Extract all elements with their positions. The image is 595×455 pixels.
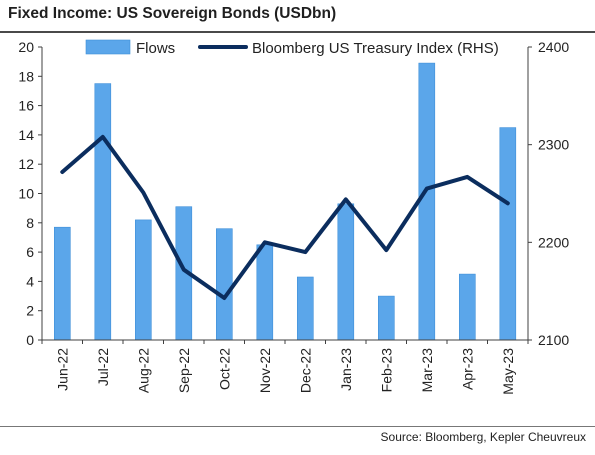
flow-bar: [135, 219, 152, 341]
chart-svg: 0 2 4 6 8 10 12 14 16 18 20 2100 2200 2300 2400 Jun-22 J…: [18, 39, 569, 395]
index-point: [344, 197, 348, 201]
index-point: [60, 170, 64, 174]
left-tick-label: 2: [26, 303, 34, 319]
x-tick-label: Jan-23: [338, 348, 354, 391]
x-tick-label: Mar-23: [419, 348, 435, 393]
source-line: Source: Bloomberg, Kepler Cheuvreux: [380, 430, 586, 444]
x-tick-label: Oct-22: [216, 348, 232, 390]
x-tick-label: Jun-22: [54, 348, 70, 391]
index-point: [506, 201, 510, 205]
right-tick-label: 2300: [538, 137, 569, 153]
index-point: [222, 296, 226, 300]
legend: Flows Bloomberg US Treasury Index (RHS): [85, 39, 499, 57]
left-tick-label: 4: [26, 273, 34, 289]
index-line: [60, 134, 510, 300]
index-point: [182, 268, 186, 272]
left-tick-label: 6: [26, 244, 34, 260]
x-tick-label: Apr-23: [459, 348, 475, 390]
index-point: [384, 248, 388, 252]
flow-bar: [94, 83, 112, 341]
x-tick-label: May-23: [500, 348, 516, 395]
index-point: [101, 135, 105, 139]
right-tick-label: 2100: [538, 332, 569, 348]
x-tick-label: Sep-22: [176, 348, 192, 393]
left-tick-label: 10: [18, 186, 34, 202]
flow-bar: [418, 62, 436, 341]
bottom-rule: [0, 426, 595, 427]
legend-flows-label: Flows: [136, 40, 175, 57]
x-tick-label: Jul-22: [95, 348, 111, 386]
index-point: [303, 250, 307, 254]
flow-bar: [499, 127, 517, 341]
legend-flows-swatch: [85, 39, 131, 55]
left-tick-label: 18: [18, 68, 34, 84]
chart-title: Fixed Income: US Sovereign Bonds (USDbn): [8, 5, 337, 22]
right-tick-label: 2200: [538, 234, 569, 250]
x-tick-label: Nov-22: [257, 348, 273, 393]
right-tick-label: 2400: [538, 39, 569, 55]
x-tick-label: Aug-22: [135, 348, 151, 393]
flow-bar: [377, 295, 395, 341]
left-tick-label: 16: [18, 98, 34, 114]
flow-bar: [337, 203, 355, 341]
flow-bar: [256, 244, 274, 341]
left-tick-label: 20: [18, 39, 34, 55]
axes-layer: 0 2 4 6 8 10 12 14 16 18 20 2100 2200 2300 2400 Jun-22 J…: [18, 39, 569, 395]
left-tick-label: 12: [18, 156, 34, 172]
index-point: [425, 187, 429, 191]
line-layer: [60, 134, 510, 300]
index-point: [465, 175, 469, 179]
flow-bar: [296, 276, 314, 341]
flow-bar: [216, 228, 233, 341]
flow-bar: [53, 226, 71, 341]
index-point: [263, 240, 267, 244]
left-tick-label: 14: [18, 127, 34, 143]
flow-bar: [458, 273, 476, 341]
left-tick-label: 8: [26, 215, 34, 231]
bars-layer: [53, 62, 517, 341]
index-point: [141, 191, 145, 194]
legend-index-label: Bloomberg US Treasury Index (RHS): [252, 40, 499, 57]
x-tick-label: Feb-23: [378, 348, 394, 393]
title-rule: [0, 31, 595, 33]
x-tick-label: Dec-22: [297, 348, 313, 393]
left-tick-label: 0: [26, 332, 34, 348]
